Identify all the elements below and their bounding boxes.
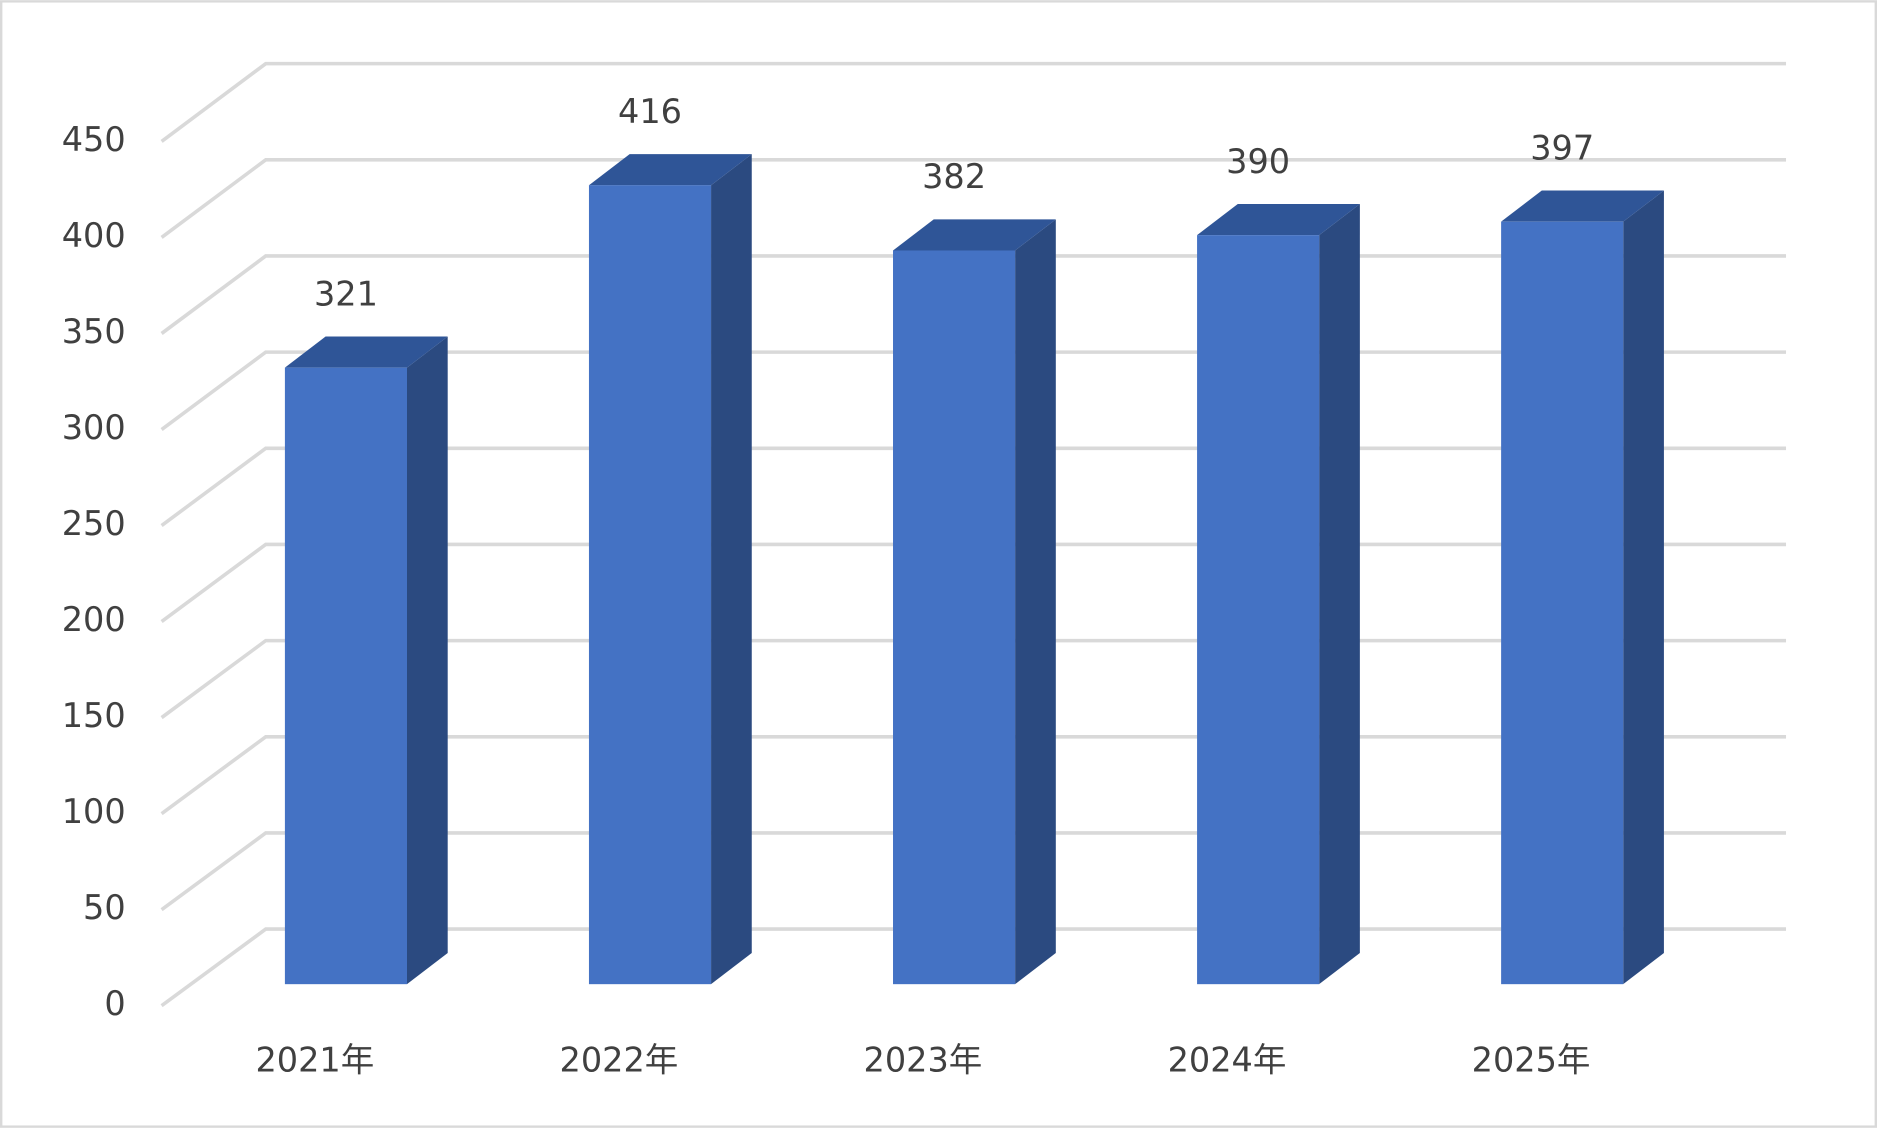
- value-label: 390: [1226, 142, 1290, 181]
- value-label: 321: [314, 274, 378, 313]
- y-tick-label: 100: [62, 792, 126, 831]
- x-tick-label: 2022年: [560, 1040, 679, 1079]
- bar-side: [711, 154, 752, 985]
- bar: [1197, 235, 1320, 985]
- bar: [284, 367, 408, 985]
- bar-side: [407, 336, 448, 985]
- x-tick-label: 2021年: [255, 1040, 374, 1079]
- bar-side: [1319, 204, 1360, 985]
- bar: [588, 185, 712, 985]
- bar-top: [1501, 190, 1664, 222]
- grid-line: [160, 61, 1787, 143]
- y-tick-label: 200: [62, 600, 126, 639]
- bar-top: [893, 219, 1056, 251]
- grid-line: [160, 157, 1787, 239]
- value-label: 382: [922, 157, 986, 196]
- bar: [893, 250, 1016, 985]
- x-tick-label: 2025年: [1472, 1040, 1591, 1079]
- y-tick-label: 250: [62, 504, 126, 543]
- x-tick-label: 2023年: [864, 1040, 983, 1079]
- value-label: 397: [1530, 128, 1594, 167]
- value-label: 416: [618, 92, 682, 131]
- y-tick-label: 0: [104, 984, 125, 1023]
- y-tick-label: 400: [62, 216, 126, 255]
- bar: [1501, 221, 1624, 985]
- y-tick-label: 350: [62, 312, 126, 351]
- y-tick-label: 300: [62, 408, 126, 447]
- bar-side: [1015, 219, 1056, 985]
- y-tick-label: 450: [62, 120, 126, 159]
- bar-top: [588, 154, 752, 186]
- bar-side: [1623, 190, 1664, 985]
- bar-top: [284, 336, 448, 368]
- bar-top: [1197, 204, 1360, 236]
- y-tick-label: 150: [62, 696, 126, 735]
- y-tick-label: 50: [83, 888, 126, 927]
- x-tick-label: 2024年: [1168, 1040, 1287, 1079]
